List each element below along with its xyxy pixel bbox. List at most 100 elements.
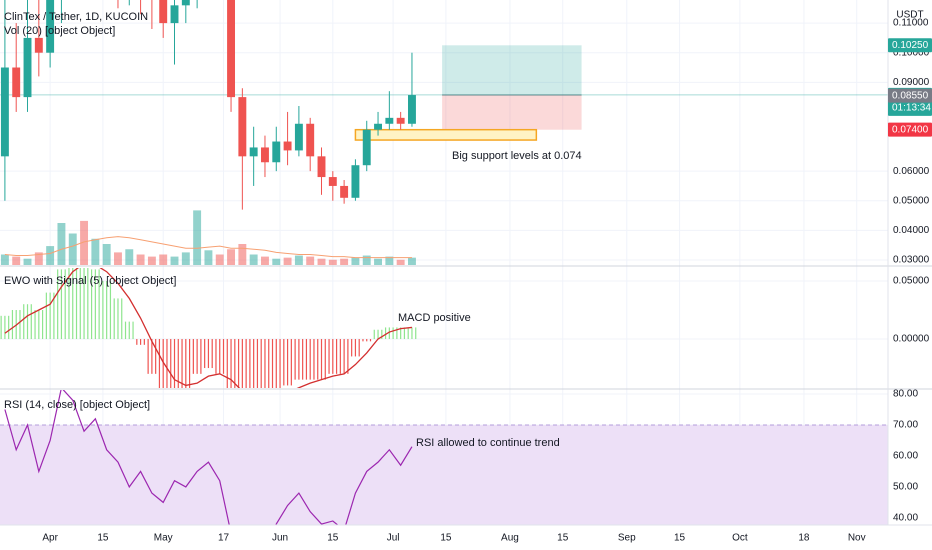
x-tick-label: Aug bbox=[501, 533, 519, 544]
volume-bar bbox=[261, 256, 269, 265]
volume-bar bbox=[0, 254, 9, 265]
candle-body bbox=[306, 123, 315, 157]
volume-ma bbox=[4, 236, 412, 259]
volume-bar bbox=[181, 252, 190, 265]
candle-body bbox=[294, 123, 303, 151]
y-tick-label: 0.06000 bbox=[893, 166, 930, 177]
candle-body bbox=[272, 141, 281, 163]
volume-bar bbox=[68, 233, 77, 265]
volume-bar bbox=[362, 255, 371, 265]
annotation: RSI allowed to continue trend bbox=[416, 437, 560, 449]
volume-bar bbox=[57, 223, 66, 265]
support-zone bbox=[354, 128, 538, 141]
volume-bar bbox=[249, 254, 258, 265]
candle-body bbox=[238, 97, 247, 157]
candle-body bbox=[261, 147, 269, 163]
candle-body bbox=[0, 67, 9, 157]
candle-body bbox=[385, 117, 394, 124]
x-tick-label: 15 bbox=[440, 533, 452, 544]
target-zone bbox=[442, 45, 582, 96]
price-label-box bbox=[888, 88, 932, 103]
x-tick-label: May bbox=[154, 533, 173, 544]
volume-bar bbox=[317, 258, 326, 265]
volume-bar bbox=[159, 254, 168, 265]
countdown: 01:13:34 bbox=[892, 103, 931, 114]
price-label: 0.08550 bbox=[892, 90, 929, 101]
volume-bar bbox=[306, 256, 315, 265]
volume-bar bbox=[91, 238, 100, 265]
volume-title: Vol (20) [object Object] bbox=[4, 25, 115, 37]
volume-bar bbox=[204, 250, 213, 265]
candle-body bbox=[181, 0, 190, 6]
y-tick-label: 70.00 bbox=[893, 420, 918, 431]
candle-body bbox=[227, 0, 236, 98]
x-tick-label: 15 bbox=[97, 533, 109, 544]
ewo-title: EWO with Signal (5) [object Object] bbox=[4, 275, 176, 287]
volume-bar bbox=[385, 256, 394, 265]
volume-bar bbox=[193, 210, 202, 265]
volume-bar bbox=[340, 258, 349, 265]
volume-bar bbox=[408, 257, 416, 265]
volume-bar bbox=[12, 256, 21, 265]
volume-bar bbox=[125, 249, 134, 265]
volume-bar bbox=[328, 259, 337, 265]
y-tick-label: 0.09000 bbox=[893, 77, 930, 88]
y-tick-label: 0.04000 bbox=[893, 225, 930, 236]
candle-body bbox=[170, 5, 179, 24]
x-tick-label: Nov bbox=[848, 533, 866, 544]
x-tick-label: 17 bbox=[218, 533, 230, 544]
volume-bar bbox=[170, 256, 179, 265]
candle-body bbox=[317, 156, 326, 178]
candle-body bbox=[328, 177, 337, 186]
volume-bar bbox=[46, 246, 55, 265]
rsi-band bbox=[0, 424, 888, 525]
y-tick-label: 0.10000 bbox=[893, 47, 930, 58]
price-label-box bbox=[888, 38, 932, 53]
y-tick-label: 0.11000 bbox=[893, 18, 929, 29]
y-tick-label: 0.05000 bbox=[893, 195, 930, 206]
candle-body bbox=[249, 147, 258, 157]
y-tick-label: 40.00 bbox=[893, 513, 918, 524]
x-tick-label: Jun bbox=[272, 533, 288, 544]
x-tick-label: 18 bbox=[798, 533, 810, 544]
candle-body bbox=[351, 165, 360, 198]
candle-body bbox=[374, 123, 382, 130]
volume-bar bbox=[80, 220, 89, 265]
price-label: 0.10250 bbox=[892, 40, 929, 51]
volume-bar bbox=[396, 259, 405, 265]
volume-bar bbox=[238, 244, 247, 265]
volume-bar bbox=[374, 258, 382, 265]
y-tick-label: 0.05000 bbox=[893, 276, 930, 287]
stop-zone bbox=[442, 95, 582, 130]
volume-bar bbox=[34, 252, 43, 265]
volume-bar bbox=[215, 254, 224, 265]
y-tick-label: 0.03000 bbox=[893, 255, 930, 266]
rsi-line bbox=[4, 390, 413, 525]
candle-body bbox=[23, 37, 32, 98]
annotation: MACD positive bbox=[398, 312, 471, 324]
candle-body bbox=[408, 95, 416, 124]
rsi-title: RSI (14, close) [object Object] bbox=[4, 399, 150, 411]
currency: USDT bbox=[896, 10, 923, 21]
price-label-box bbox=[888, 122, 932, 137]
candle-body bbox=[396, 117, 405, 124]
candle-body bbox=[12, 67, 21, 98]
candle-body bbox=[283, 141, 292, 151]
candle-body bbox=[159, 0, 168, 24]
x-tick-label: Sep bbox=[618, 533, 636, 544]
volume-bar bbox=[114, 252, 122, 265]
volume-bar bbox=[136, 254, 145, 265]
y-tick-label: 0.00000 bbox=[893, 334, 930, 345]
candle-body bbox=[340, 185, 349, 198]
candle-body bbox=[362, 129, 371, 166]
y-tick-label: 80.00 bbox=[893, 389, 918, 400]
volume-bar bbox=[351, 257, 360, 265]
price-label: 0.07400 bbox=[892, 124, 929, 135]
x-tick-label: 15 bbox=[674, 533, 686, 544]
x-tick-label: Jul bbox=[387, 533, 400, 544]
symbol-title: ClinTex / Tether, 1D, KUCOIN bbox=[4, 11, 148, 23]
volume-bar bbox=[227, 249, 236, 265]
volume-bar bbox=[147, 256, 156, 265]
x-tick-label: 15 bbox=[557, 533, 569, 544]
